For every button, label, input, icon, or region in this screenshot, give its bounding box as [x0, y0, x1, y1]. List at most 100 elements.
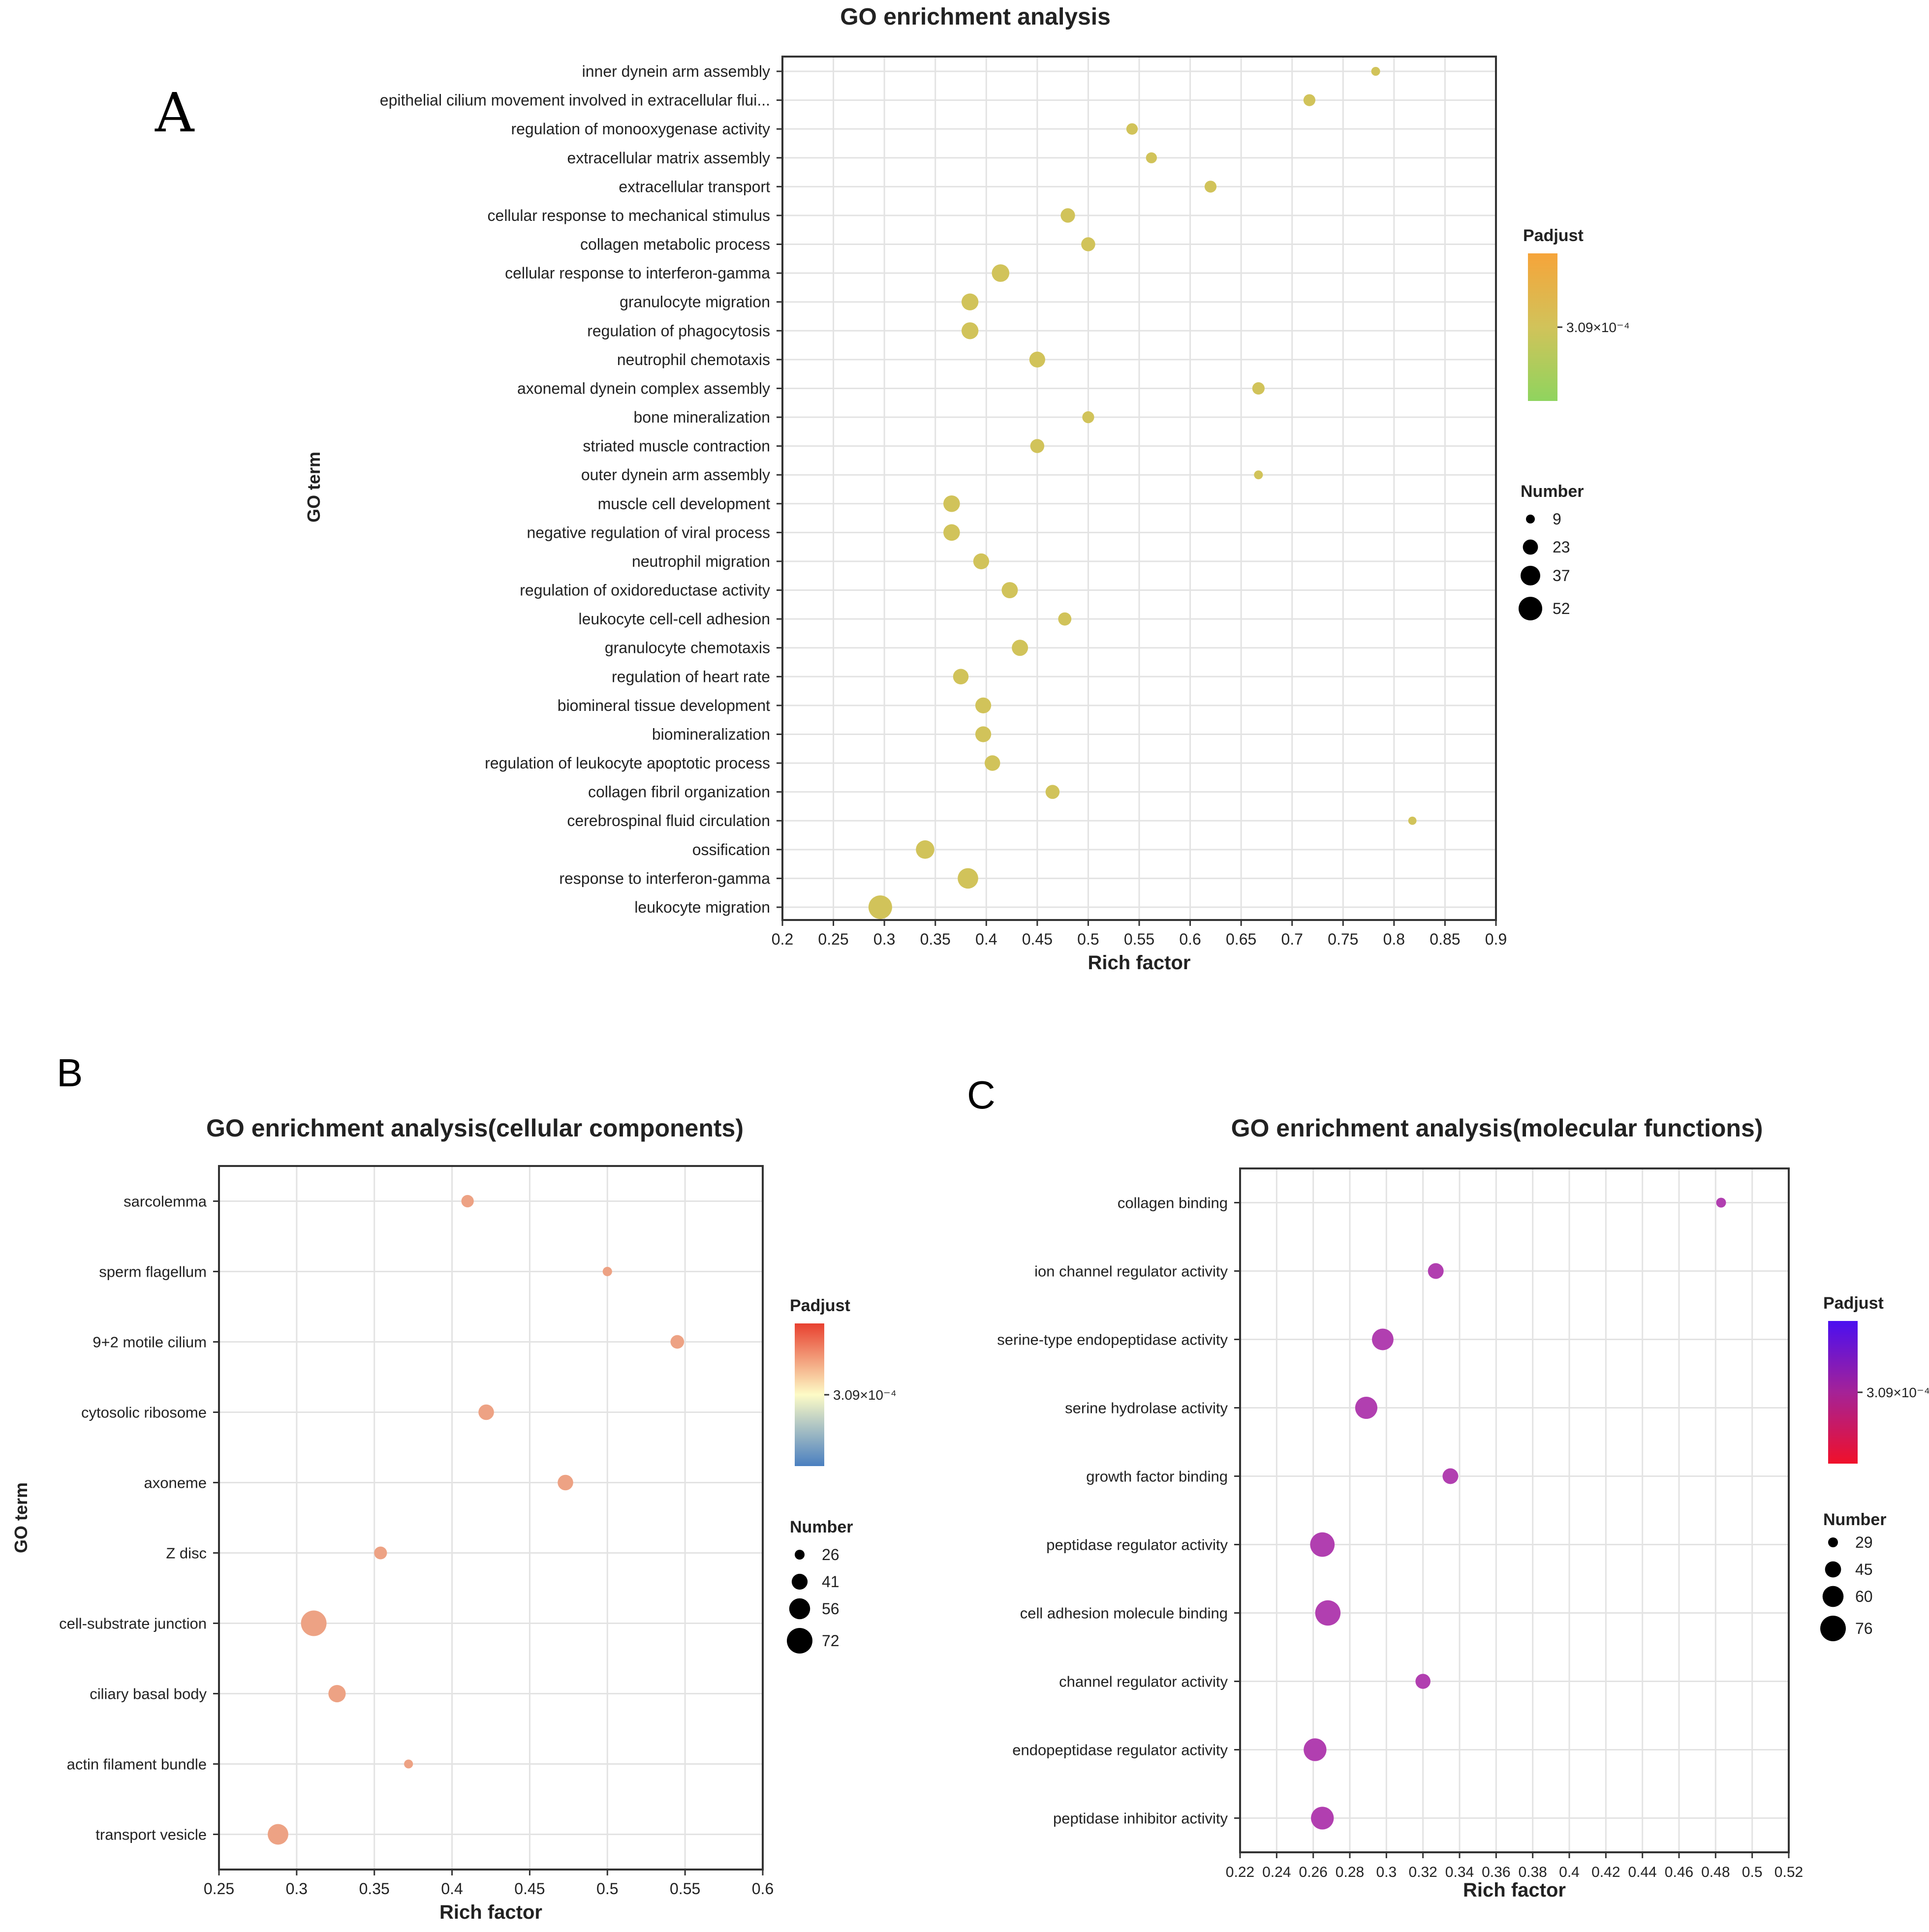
size-legend-marker [1822, 1586, 1844, 1607]
y-tick-label: sperm flagellum [99, 1263, 207, 1281]
data-point [670, 1335, 684, 1349]
x-tick-label: 0.42 [1591, 1864, 1620, 1880]
size-legend-marker [1828, 1537, 1838, 1547]
data-point [943, 495, 960, 512]
x-tick-label: 0.7 [1281, 930, 1303, 948]
data-point [961, 293, 979, 310]
x-tick-label: 0.24 [1262, 1864, 1291, 1880]
y-tick-label: neutrophil migration [632, 552, 770, 570]
plot-frame [1239, 1167, 1790, 1853]
x-tick-label: 0.85 [1430, 930, 1460, 948]
data-point [1415, 1674, 1431, 1689]
chart-title: GO enrichment analysis(cellular componen… [206, 1114, 744, 1142]
size-legend-label: 41 [822, 1573, 840, 1591]
data-point [1146, 152, 1157, 163]
chart-b: GO enrichment analysis(cellular componen… [11, 1114, 897, 1923]
y-tick-label: regulation of monooxygenase activity [511, 120, 770, 138]
x-tick-label: 0.3 [873, 930, 895, 948]
y-tick-label: response to interferon-gamma [559, 869, 770, 887]
y-axis-label: GO term [11, 1482, 31, 1553]
data-point [984, 755, 1000, 771]
y-tick-label: negative regulation of viral process [527, 523, 771, 541]
data-point [1045, 785, 1060, 799]
size-legend-label: 60 [1855, 1588, 1873, 1605]
y-tick-label: inner dynein arm assembly [582, 62, 770, 80]
y-tick-label: bone mineralization [634, 408, 771, 426]
size-legend-marker [789, 1598, 810, 1620]
panel-letter-c: C [967, 1073, 996, 1117]
y-tick-label: regulation of heart rate [612, 668, 770, 685]
y-tick-label: channel regulator activity [1059, 1673, 1228, 1690]
size-legend-label: 45 [1855, 1561, 1873, 1578]
data-point [992, 264, 1010, 282]
data-point [953, 669, 969, 685]
size-legend-marker [795, 1550, 805, 1560]
size-legend-label: 26 [822, 1546, 840, 1564]
size-legend-marker [1825, 1561, 1841, 1578]
size-legend-title: Number [790, 1518, 853, 1536]
y-tick-label: cellular response to mechanical stimulus [488, 207, 770, 224]
x-tick-label: 0.35 [920, 930, 951, 948]
data-point [1311, 1807, 1334, 1830]
x-tick-label: 0.46 [1665, 1864, 1693, 1880]
colorbar [1828, 1321, 1858, 1464]
size-legend-marker [791, 1573, 808, 1590]
x-tick-label: 0.45 [1022, 930, 1053, 948]
x-tick-label: 0.75 [1328, 930, 1358, 948]
x-tick-label: 0.3 [1376, 1864, 1397, 1880]
plot-frame [781, 56, 1497, 921]
size-legend-marker [1519, 597, 1542, 620]
x-axis-label: Rich factor [1463, 1879, 1566, 1901]
chart-a: GO enrichment analysis 0.2 0.25 0.3 0.35 0.4 0… [304, 4, 1630, 974]
chart-title: GO enrichment analysis(molecular functio… [1231, 1114, 1763, 1142]
x-tick-label: 0.6 [1179, 930, 1201, 948]
x-tick-label: 0.5 [1077, 930, 1099, 948]
y-tick-label: growth factor binding [1086, 1468, 1228, 1485]
size-legend-marker [1521, 566, 1540, 585]
data-point [1252, 382, 1265, 395]
y-tick-label: actin filament bundle [67, 1756, 207, 1773]
y-tick-label: extracellular matrix assembly [567, 149, 770, 167]
y-tick-label: collagen metabolic process [580, 236, 770, 253]
x-tick-label: 0.9 [1485, 930, 1507, 948]
y-tick-label: collagen binding [1118, 1195, 1228, 1212]
panel-letter-a: A [155, 81, 194, 144]
y-tick-label: endopeptidase regulator activity [1012, 1742, 1228, 1759]
data-point [916, 840, 934, 859]
data-point [1304, 1738, 1327, 1761]
colorbar [1528, 253, 1557, 401]
data-point [1204, 181, 1217, 193]
y-tick-label: ossification [692, 841, 770, 859]
data-point [1716, 1197, 1726, 1208]
data-point [975, 726, 992, 742]
data-point [1310, 1532, 1335, 1557]
x-tick-label: 0.26 [1299, 1864, 1327, 1880]
x-tick-label: 0.4 [441, 1880, 463, 1898]
colorbar-tick-label: 3.09×10⁻⁴ [1566, 320, 1630, 335]
y-tick-label: muscle cell development [598, 495, 771, 513]
size-legend-marker [1523, 539, 1538, 555]
y-tick-label: axonemal dynein complex assembly [517, 379, 770, 397]
data-point [1012, 640, 1028, 656]
x-tick-label: 0.34 [1445, 1864, 1474, 1880]
y-tick-label: ion channel regulator activity [1034, 1263, 1228, 1280]
data-point [943, 524, 960, 541]
x-tick-label: 0.5 [596, 1880, 618, 1898]
chart-title: GO enrichment analysis [840, 4, 1111, 30]
y-tick-label: ciliary basal body [90, 1686, 207, 1703]
colorbar-title: Padjust [790, 1296, 850, 1315]
data-point [973, 553, 990, 570]
data-point [328, 1685, 346, 1703]
y-tick-label: peptidase regulator activity [1046, 1536, 1228, 1554]
y-tick-label: striated muscle contraction [583, 437, 770, 455]
chart-c: GO enrichment analysis(molecular functio… [997, 1114, 1929, 1901]
x-tick-label: 0.55 [1124, 930, 1154, 948]
data-point [374, 1546, 387, 1560]
data-point [602, 1266, 612, 1277]
y-tick-label: collagen fibril organization [588, 783, 770, 801]
y-tick-label: extracellular transport [619, 178, 770, 195]
size-legend-label: 76 [1855, 1620, 1873, 1637]
colorbar-title: Padjust [1523, 226, 1584, 245]
y-tick-label: leukocyte migration [634, 898, 770, 916]
colorbar-title: Padjust [1823, 1294, 1884, 1313]
